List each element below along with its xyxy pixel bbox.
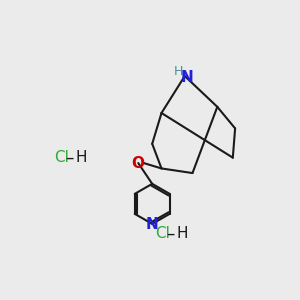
Text: O: O	[132, 155, 145, 170]
Text: –: –	[65, 149, 74, 167]
Text: Cl: Cl	[55, 150, 69, 165]
Text: Cl: Cl	[155, 226, 170, 242]
Text: H: H	[76, 150, 87, 165]
Text: N: N	[146, 217, 159, 232]
Text: –: –	[166, 225, 174, 243]
Text: N: N	[181, 70, 194, 85]
Text: H: H	[174, 65, 183, 78]
Text: H: H	[176, 226, 188, 242]
